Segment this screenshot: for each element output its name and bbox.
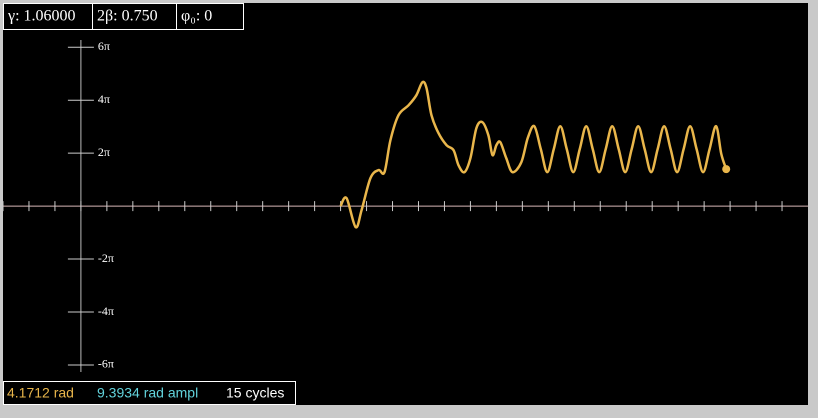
y-tick-label: -2π <box>98 251 114 265</box>
y-tick-label: 6π <box>98 39 110 53</box>
y-tick-label: -6π <box>98 357 114 371</box>
header-box <box>3 3 244 30</box>
phi0: φ₀: 0 <box>181 8 212 25</box>
plot-area <box>3 3 808 405</box>
footer-box <box>3 381 296 405</box>
current-point <box>722 165 731 174</box>
amplitude: 9.3934 rad ampl <box>97 385 198 401</box>
beta: 2β: 0.750 <box>97 8 158 25</box>
angle: 4.1712 rad <box>7 385 74 401</box>
y-tick-label: 2π <box>98 145 110 159</box>
trajectory <box>339 80 728 229</box>
y-tick-label: 4π <box>98 92 110 106</box>
plot: 6π 4π 2π -2π -4π -6π <box>2 39 808 372</box>
y-tick-label: -4π <box>98 304 114 318</box>
gamma: γ: 1.06000 <box>7 8 76 25</box>
cycles: 15 cycles <box>226 385 284 401</box>
